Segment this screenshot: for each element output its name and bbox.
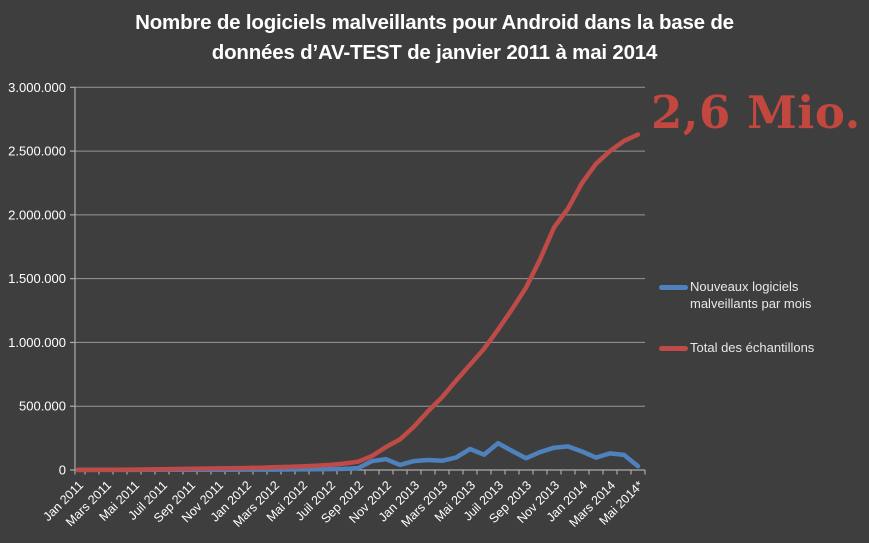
y-axis-tick-label: 0 (59, 463, 66, 478)
total-annotation: 2,6 Mio. (651, 86, 861, 139)
y-axis-tick-label: 2.500.000 (8, 144, 66, 159)
chart-title: Nombre de logiciels malveillants pour An… (0, 8, 869, 68)
series-line-nouveaux (75, 440, 641, 473)
chart-title-line-1: Nombre de logiciels malveillants pour An… (135, 11, 734, 34)
chart-title-line-2: données d’AV-TEST de janvier 2011 à mai … (211, 41, 658, 64)
legend-swatch (659, 285, 688, 290)
legend-label: Nouveaux logiciels malveillants par mois (690, 279, 812, 311)
legend-label: Total des échantillons (690, 340, 815, 355)
y-axis-tick-label: 2.000.000 (8, 207, 66, 222)
legend-swatch (659, 346, 688, 351)
legend-item: Total des échantillons (659, 340, 859, 357)
legend-item: Nouveaux logiciels malveillants par mois (659, 279, 859, 312)
y-axis-tick-label: 1.500.000 (8, 271, 66, 286)
y-axis-tick-label: 1.000.000 (8, 335, 66, 350)
chart-legend: Nouveaux logiciels malveillants par mois… (659, 279, 859, 385)
y-axis-tick-label: 3.000.000 (8, 80, 66, 95)
series-line-total (75, 132, 641, 473)
y-axis-tick-label: 500.000 (19, 399, 66, 414)
